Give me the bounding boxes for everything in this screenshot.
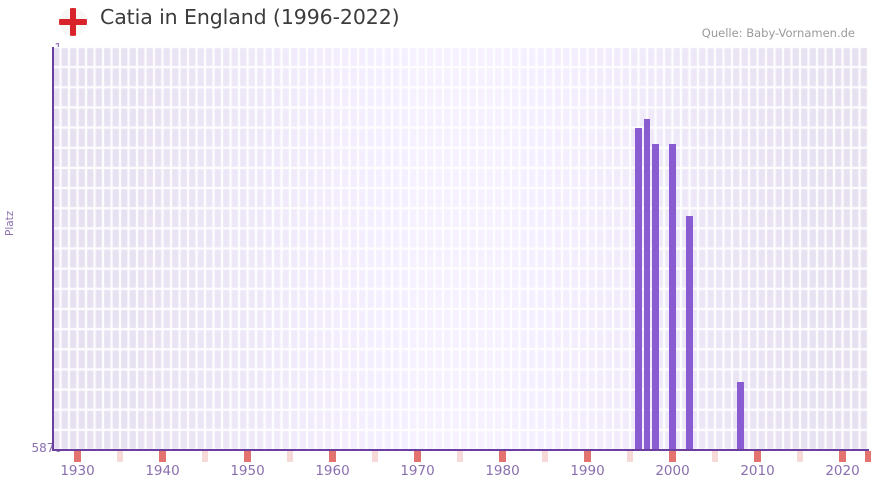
bar bbox=[652, 144, 659, 450]
england-flag-icon bbox=[59, 8, 87, 36]
x-axis-tick-minor bbox=[456, 451, 464, 462]
bar bbox=[643, 118, 651, 450]
source-label: Quelle: Baby-Vornamen.de bbox=[701, 26, 855, 40]
x-axis-tick-label: 2020 bbox=[825, 463, 860, 479]
y-axis-title: Platz bbox=[4, 210, 16, 236]
bar bbox=[669, 144, 676, 450]
bar bbox=[737, 381, 744, 450]
x-axis-ticks bbox=[52, 451, 872, 462]
x-axis-tick-label: 1990 bbox=[570, 463, 605, 479]
x-axis-tick-minor bbox=[286, 451, 294, 462]
bars-layer bbox=[52, 47, 868, 450]
chart-header: Catia in England (1996-2022) Quelle: Bab… bbox=[0, 0, 873, 44]
x-axis-labels: 1930 1940 1950 1960 1970 1980 1990 2000 2010 2020 bbox=[52, 463, 869, 487]
x-axis-tick-label: 1970 bbox=[400, 463, 435, 479]
y-axis-line bbox=[52, 47, 54, 450]
bar bbox=[686, 215, 693, 450]
x-axis-tick-label: 2000 bbox=[655, 463, 690, 479]
plot-area bbox=[52, 47, 868, 450]
x-axis-tick-major bbox=[499, 451, 506, 462]
x-axis-tick-label: 1940 bbox=[145, 463, 180, 479]
x-axis-line bbox=[52, 449, 869, 451]
x-axis-tick-minor bbox=[626, 451, 634, 462]
x-axis-tick-major bbox=[839, 451, 846, 462]
x-axis-tick-label: 1960 bbox=[315, 463, 350, 479]
x-axis-tick-minor bbox=[201, 451, 209, 462]
x-axis-tick-minor bbox=[796, 451, 804, 462]
x-axis-tick-label: 1930 bbox=[60, 463, 95, 479]
x-axis-tick-major bbox=[669, 451, 676, 462]
bar bbox=[635, 127, 642, 450]
x-axis-tick-major bbox=[864, 451, 872, 462]
x-axis-tick-major bbox=[414, 451, 421, 462]
x-axis-tick-major bbox=[754, 451, 761, 462]
x-axis-tick-minor bbox=[711, 451, 719, 462]
x-axis-tick-minor bbox=[541, 451, 549, 462]
x-axis-tick-major bbox=[244, 451, 251, 462]
x-axis-tick-major bbox=[584, 451, 591, 462]
grid-background bbox=[52, 47, 868, 450]
x-axis-tick-minor bbox=[371, 451, 379, 462]
x-axis-tick-major bbox=[159, 451, 166, 462]
x-axis-tick-label: 1980 bbox=[485, 463, 520, 479]
x-axis-tick-major bbox=[74, 451, 81, 462]
page-title: Catia in England (1996-2022) bbox=[100, 5, 400, 29]
x-axis-tick-major bbox=[329, 451, 336, 462]
x-axis-tick-minor bbox=[116, 451, 124, 462]
x-axis-tick-label: 2010 bbox=[740, 463, 775, 479]
x-axis-tick-label: 1950 bbox=[230, 463, 265, 479]
